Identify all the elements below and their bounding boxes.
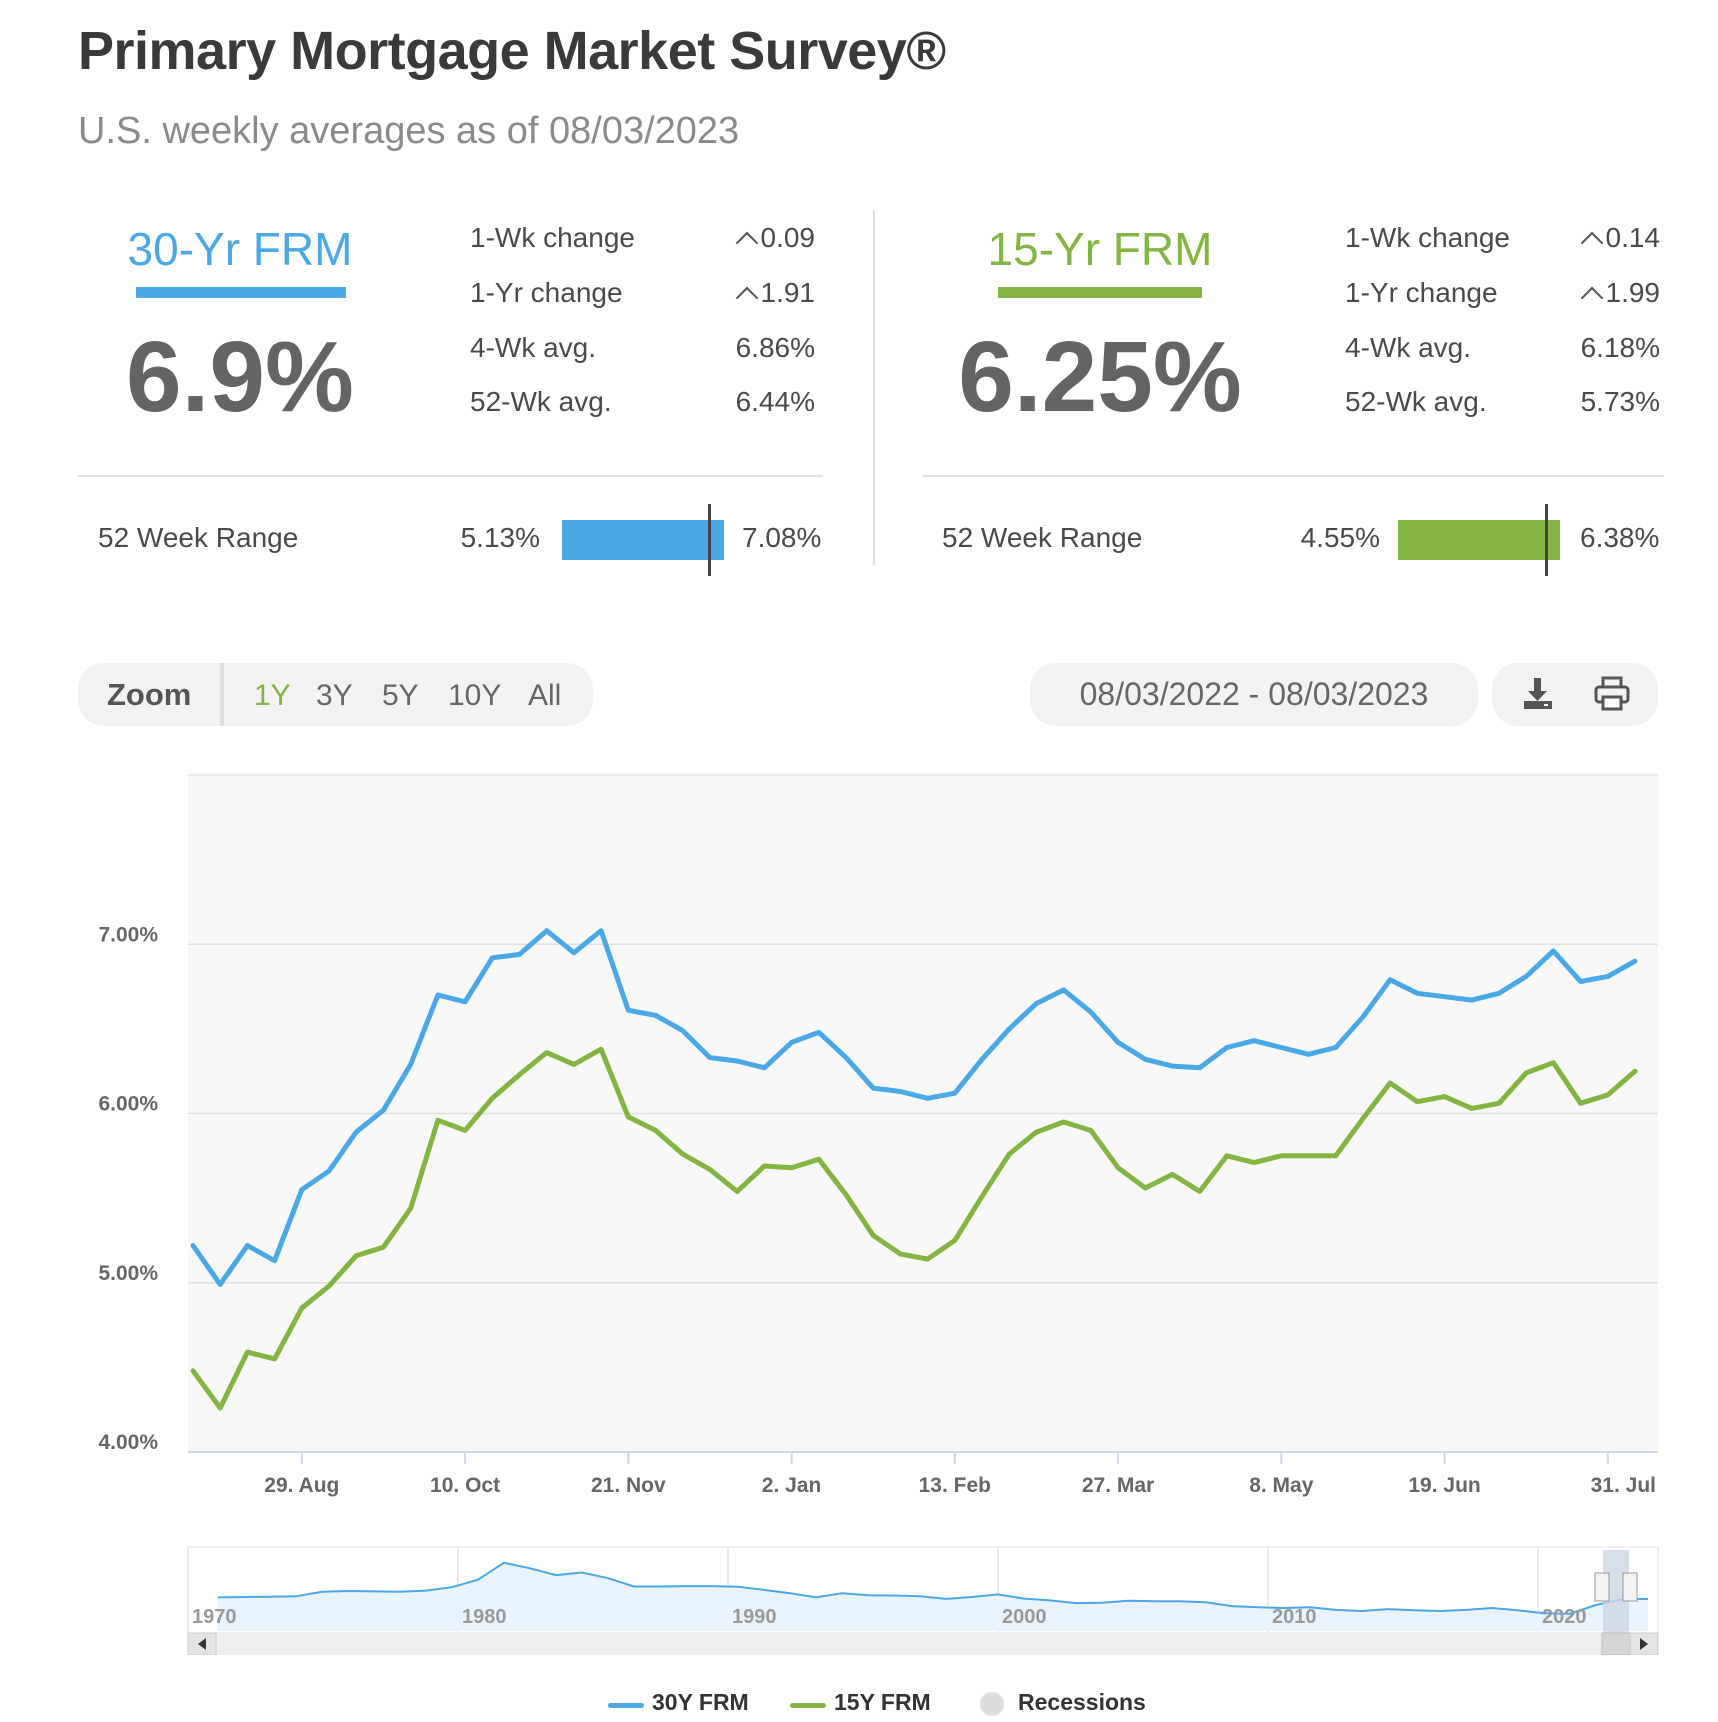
series-line-30y (190, 928, 1638, 1287)
rate-label-15yr: 15-Yr FRM (987, 223, 1213, 275)
divider (78, 475, 823, 477)
x-tick-label: 13. Feb (919, 1474, 991, 1497)
x-tick-label: 19. Jun (1408, 1474, 1480, 1497)
chevron-right-icon (1640, 1638, 1648, 1650)
zoom-10y-button[interactable]: 10Y (448, 679, 502, 712)
range-high-15yr: 6.38% (1580, 522, 1660, 553)
rate-underline-30yr (136, 287, 346, 298)
stat-1yr-change-value: 1.99 (1545, 277, 1660, 310)
stat-52wk-avg-label: 52-Wk avg. (470, 386, 612, 417)
range-bar-30yr (562, 520, 724, 560)
rate-history-chart: 4.00% 5.00% 6.00% 7.00% 29. Aug 10. Oct 21. N… (98, 774, 1658, 1497)
range-label-30yr: 52 Week Range (98, 522, 299, 553)
rate-underline-15yr (998, 287, 1202, 298)
zoom-control (78, 663, 593, 726)
y-tick-label: 7.00% (98, 923, 158, 946)
x-tick-label: 10. Oct (430, 1474, 500, 1497)
navigator-year-label: 1970 (192, 1606, 237, 1628)
stat-4wk-avg-value: 6.18% (1580, 332, 1660, 363)
stat-52wk-avg-value: 5.73% (1580, 386, 1660, 417)
rate-value-15yr: 6.25% (958, 321, 1242, 433)
navigator-handle-right[interactable] (1622, 1572, 1638, 1602)
panel-divider (873, 210, 875, 565)
navigator[interactable]: 1970 1980 1990 2000 2010 2020 (0, 1545, 1718, 1655)
y-tick-label: 4.00% (98, 1431, 158, 1454)
range-low-30yr: 5.13% (460, 522, 540, 553)
stat-52wk-avg-value: 6.44% (735, 386, 815, 417)
page-title: Primary Mortgage Market Survey® (78, 21, 946, 81)
y-axis: 4.00% 5.00% 6.00% 7.00% (98, 923, 158, 1454)
y-tick-label: 6.00% (98, 1093, 158, 1116)
download-icon[interactable] (1520, 675, 1558, 718)
x-tick-label: 2. Jan (762, 1474, 822, 1497)
navigator-year-label: 2000 (1002, 1606, 1047, 1628)
stat-4wk-avg-label: 4-Wk avg. (1345, 332, 1472, 363)
stat-4wk-avg-value: 6.86% (735, 332, 815, 363)
stat-4wk-avg-label: 4-Wk avg. (470, 332, 597, 363)
navigator-year-labels: 1970 1980 1990 2000 2010 2020 (192, 1606, 1587, 1628)
up-arrow-icon (735, 286, 758, 310)
rate-value-30yr: 6.9% (126, 321, 354, 433)
navigator-year-label: 1980 (462, 1606, 507, 1628)
series-line-15y (190, 1046, 1638, 1411)
range-current-marker-15yr (1545, 504, 1549, 576)
stat-1wk-change-value: 0.09 (700, 222, 815, 255)
navigator-year-label: 1990 (732, 1606, 777, 1628)
range-label-15yr: 52 Week Range (942, 522, 1143, 553)
scrollbar-thumb[interactable] (1601, 1632, 1631, 1655)
x-axis: 29. Aug 10. Oct 21. Nov 2. Jan 13. Feb 27. Ma… (188, 1451, 1658, 1497)
stat-1yr-change-label: 1-Yr change (1345, 277, 1498, 308)
print-icon[interactable] (1593, 675, 1631, 718)
legend-swatch-30y (608, 1703, 644, 1708)
zoom-all-button[interactable]: All (528, 679, 562, 712)
stat-1yr-change-value: 1.91 (700, 277, 815, 310)
range-low-15yr: 4.55% (1300, 522, 1380, 553)
x-tick-label: 27. Mar (1082, 1474, 1154, 1497)
zoom-label: Zoom (107, 677, 192, 712)
legend-dot-recessions (980, 1692, 1004, 1716)
range-bar-15yr (1398, 520, 1560, 560)
series (190, 928, 1638, 1411)
date-range-text: 08/03/2022 - 08/03/2023 (1079, 676, 1429, 712)
range-high-30yr: 7.08% (742, 522, 822, 553)
date-range-picker[interactable] (1030, 663, 1478, 726)
up-arrow-icon (735, 231, 758, 255)
divider (922, 475, 1664, 477)
x-tick-label: 8. May (1249, 1474, 1314, 1497)
x-tick-label: 21. Nov (591, 1474, 666, 1497)
stat-1yr-change-label: 1-Yr change (470, 277, 623, 308)
legend-swatch-15y (790, 1703, 826, 1708)
legend-item-15y[interactable]: 15Y FRM (834, 1689, 931, 1715)
navigator-year-label: 2020 (1542, 1606, 1587, 1628)
stat-52wk-avg-label: 52-Wk avg. (1345, 386, 1487, 417)
y-tick-label: 5.00% (98, 1262, 158, 1285)
rate-label-30yr: 30-Yr FRM (127, 223, 353, 275)
x-tick-label: 29. Aug (264, 1474, 339, 1497)
zoom-5y-button[interactable]: 5Y (382, 679, 419, 712)
zoom-separator (220, 663, 224, 726)
range-current-marker-30yr (707, 504, 711, 576)
navigator-series-area (218, 1562, 1648, 1631)
stat-1wk-change-value: 0.14 (1545, 222, 1660, 255)
navigator-year-label: 2010 (1272, 1606, 1317, 1628)
zoom-1y-button[interactable]: 1Y (254, 679, 291, 712)
up-arrow-icon (1580, 286, 1603, 310)
legend-item-30y[interactable]: 30Y FRM (652, 1689, 749, 1715)
stat-1wk-change-label: 1-Wk change (1345, 222, 1510, 253)
navigator-series-line (217, 1561, 1649, 1615)
zoom-3y-button[interactable]: 3Y (316, 679, 353, 712)
export-tools (1492, 663, 1658, 726)
page-subtitle: U.S. weekly averages as of 08/03/2023 (78, 110, 740, 152)
navigator-scrollbar-track[interactable] (188, 1633, 1658, 1655)
navigator-handle-left[interactable] (1594, 1572, 1610, 1602)
legend-item-recessions[interactable]: Recessions (1018, 1689, 1146, 1715)
stat-1wk-change-label: 1-Wk change (470, 222, 635, 253)
chevron-left-icon (198, 1638, 206, 1650)
x-tick-label: 31. Jul (1591, 1474, 1656, 1497)
up-arrow-icon (1580, 231, 1603, 255)
